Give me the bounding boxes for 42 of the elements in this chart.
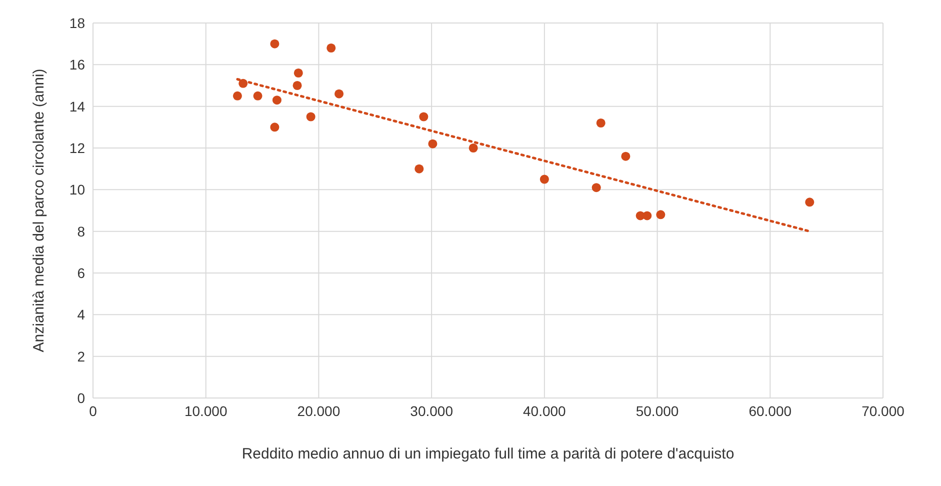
y-tick-label: 2 bbox=[77, 348, 86, 364]
y-tick-label: 4 bbox=[77, 306, 86, 323]
point bbox=[642, 211, 652, 220]
point bbox=[414, 164, 424, 174]
y-tick-label: 12 bbox=[69, 140, 86, 156]
y-tick-label: 10 bbox=[69, 182, 86, 198]
x-tick-label: 60.000 bbox=[748, 402, 792, 419]
y-tick-label: 6 bbox=[77, 264, 86, 281]
x-tick-label: 50.000 bbox=[636, 402, 679, 419]
point bbox=[272, 96, 282, 105]
y-tick-label: 8 bbox=[77, 223, 86, 240]
point bbox=[306, 112, 316, 122]
point bbox=[334, 89, 344, 98]
y-axis-title: Anzianità media del parco circolante (anni) bbox=[30, 68, 48, 352]
point bbox=[419, 112, 428, 122]
x-tick-label: 0 bbox=[89, 402, 98, 419]
point bbox=[540, 174, 549, 184]
y-tick-label: 16 bbox=[69, 56, 86, 73]
point bbox=[292, 80, 302, 90]
x-tick-label: 30.000 bbox=[410, 402, 454, 419]
point bbox=[805, 198, 814, 207]
point bbox=[621, 152, 630, 161]
point bbox=[253, 91, 262, 100]
y-tick-label: 0 bbox=[77, 390, 86, 406]
point bbox=[294, 68, 303, 78]
point bbox=[270, 39, 280, 48]
x-tick-label: 10.000 bbox=[184, 402, 228, 419]
point bbox=[656, 210, 666, 220]
point bbox=[596, 118, 606, 128]
point bbox=[232, 91, 242, 100]
y-tick-label: 18 bbox=[69, 14, 86, 31]
point bbox=[238, 78, 248, 88]
y-tick-label: 14 bbox=[69, 98, 86, 114]
x-tick-label: 40.000 bbox=[523, 402, 566, 419]
point bbox=[270, 122, 280, 132]
x-tick-label: 20.000 bbox=[297, 402, 340, 419]
point bbox=[326, 43, 336, 53]
point bbox=[592, 183, 601, 192]
point bbox=[468, 143, 478, 153]
x-axis-title: Reddito medio annuo di un impiegato full time a parità di potere d'acquisto bbox=[242, 446, 734, 463]
point bbox=[428, 139, 438, 148]
x-tick-label: 70.000 bbox=[862, 402, 905, 419]
